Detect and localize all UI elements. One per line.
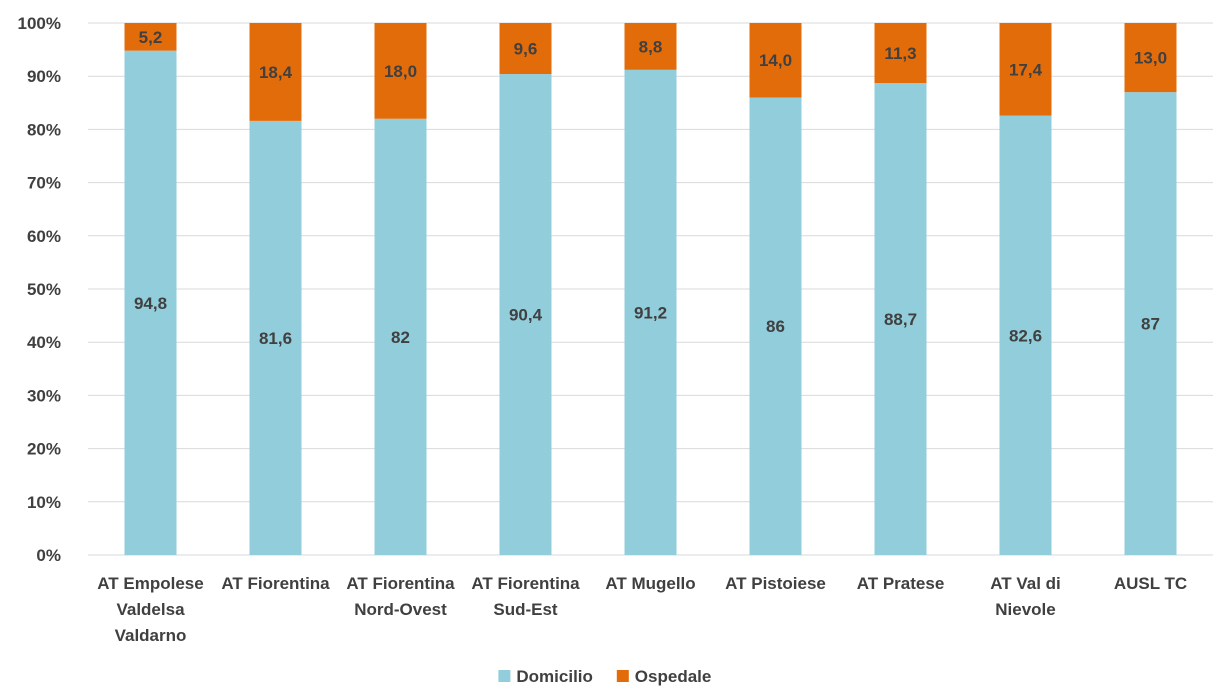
data-label: 17,4	[1009, 60, 1043, 79]
y-tick-label: 30%	[27, 386, 61, 405]
data-label: 91,2	[634, 303, 667, 322]
x-tick-label-line: AT Fiorentina	[471, 574, 580, 593]
x-tick-label-line: AT Fiorentina	[221, 574, 330, 593]
data-label: 94,8	[134, 294, 167, 313]
data-label: 14,0	[759, 51, 792, 70]
x-tick-label-line: AT Fiorentina	[346, 574, 455, 593]
data-label: 81,6	[259, 329, 292, 348]
data-label: 90,4	[509, 306, 543, 325]
data-label: 5,2	[139, 28, 163, 47]
bars	[124, 23, 1177, 556]
x-tick-label-line: AT Pistoiese	[725, 574, 826, 593]
bar-domicilio	[124, 50, 177, 555]
x-tick-label: AT Pistoiese	[725, 574, 826, 593]
data-label: 82,6	[1009, 326, 1042, 345]
y-tick-label: 10%	[27, 493, 61, 512]
bar-ospedale	[1124, 23, 1177, 93]
data-labels: 94,8 5,2 81,6 18,4 82 18,0 90,4 9,6 91,2 8,8 86 14,…	[134, 28, 1167, 348]
legend-swatch-domicilio	[498, 670, 511, 682]
data-label: 86	[766, 317, 785, 336]
data-label: 87	[1141, 315, 1160, 334]
x-tick-label-line: AT Empolese	[97, 574, 203, 593]
x-tick-label-line: Valdelsa	[116, 600, 185, 619]
y-tick-label: 100%	[18, 14, 61, 33]
bar-domicilio	[999, 115, 1052, 556]
x-tick-label: AT Mugello	[605, 574, 695, 593]
x-tick-label-line: AT Mugello	[605, 574, 695, 593]
data-label: 9,6	[514, 40, 538, 59]
x-tick-label-line: AUSL TC	[1114, 574, 1187, 593]
bar-ospedale	[749, 23, 802, 98]
y-axis: 0% 10% 20% 30% 40% 50% 60% 70% 80% 90% 100%	[18, 14, 61, 565]
data-label: 18,0	[384, 62, 417, 81]
y-tick-label: 0%	[36, 546, 61, 565]
bar-domicilio	[749, 97, 802, 555]
x-tick-label: AT Fiorentina Nord-Ovest	[346, 574, 455, 619]
bar-ospedale	[624, 23, 677, 70]
y-tick-label: 40%	[27, 333, 61, 352]
y-tick-label: 60%	[27, 227, 61, 246]
bar-ospedale	[874, 23, 927, 84]
x-tick-label: AT Fiorentina Sud-Est	[471, 574, 580, 619]
y-tick-label: 50%	[27, 280, 61, 299]
x-tick-label-line: AT Pratese	[857, 574, 945, 593]
x-tick-label: AUSL TC	[1114, 574, 1187, 593]
bar-domicilio	[1124, 92, 1177, 555]
bar-domicilio	[374, 118, 427, 555]
bar-ospedale	[124, 23, 177, 51]
bar-domicilio	[624, 69, 677, 555]
y-tick-label: 20%	[27, 440, 61, 459]
bar-domicilio	[874, 83, 927, 555]
x-tick-label-line: Nord-Ovest	[354, 600, 447, 619]
bar-ospedale	[999, 23, 1052, 116]
legend-label-ospedale: Ospedale	[635, 667, 712, 686]
data-label: 13,0	[1134, 49, 1167, 68]
data-label: 11,3	[884, 44, 916, 63]
y-tick-label: 70%	[27, 174, 61, 193]
data-label: 82	[391, 328, 410, 347]
x-tick-label: AT Val di Nievole	[990, 574, 1061, 619]
y-tick-label: 80%	[27, 120, 61, 139]
x-tick-label-line: AT Val di	[990, 574, 1061, 593]
x-tick-label: AT Fiorentina	[221, 574, 330, 593]
data-label: 18,4	[259, 63, 293, 82]
legend-label-domicilio: Domicilio	[516, 667, 593, 686]
x-tick-label-line: Nievole	[995, 600, 1055, 619]
legend-swatch-ospedale	[616, 670, 629, 682]
bar-domicilio	[249, 120, 302, 555]
x-tick-label: AT Pratese	[857, 574, 945, 593]
x-tick-label: AT Empolese Valdelsa Valdarno	[97, 574, 203, 645]
bar-ospedale	[249, 23, 302, 121]
data-label: 8,8	[639, 37, 663, 56]
x-tick-label-line: Sud-Est	[493, 600, 558, 619]
legend: Domicilio Ospedale	[498, 667, 711, 686]
bar-ospedale	[374, 23, 427, 119]
bar-domicilio	[499, 74, 552, 556]
x-tick-label-line: Valdarno	[115, 626, 187, 645]
y-tick-label: 90%	[27, 67, 61, 86]
bar-ospedale	[499, 23, 552, 75]
data-label: 88,7	[884, 310, 917, 329]
